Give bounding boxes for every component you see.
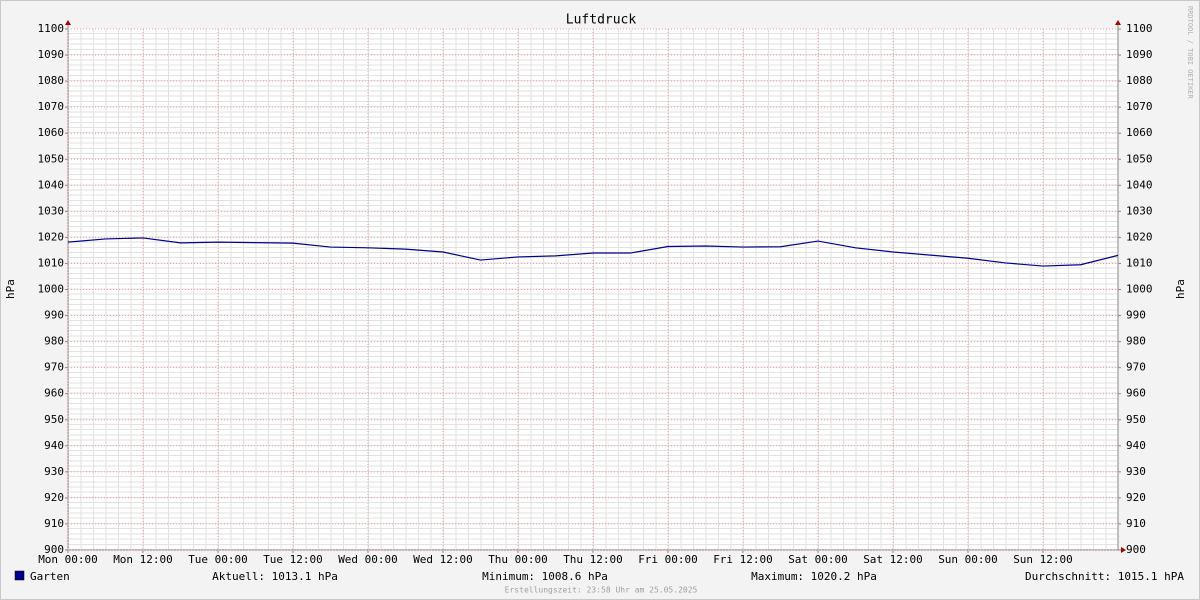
axis-arrow: [1121, 547, 1126, 553]
y-tick-label: 1080: [38, 74, 65, 87]
y2-tick-label: 1020: [1126, 230, 1153, 243]
x-tick-label: Mon 12:00: [113, 553, 173, 566]
x-tick-label: Tue 00:00: [188, 553, 248, 566]
legend-swatch: [14, 570, 25, 581]
y-tick-label: 1010: [38, 256, 65, 269]
stat: Aktuell: 1013.1 hPa: [212, 570, 338, 583]
y2-tick-label: 910: [1126, 517, 1146, 530]
x-tick-label: Tue 12:00: [263, 553, 323, 566]
y-tick-label: 1060: [38, 126, 65, 139]
y-tick-label: 1050: [38, 152, 65, 165]
x-tick-label: Sun 12:00: [1013, 553, 1073, 566]
y-tick-label: 1090: [38, 48, 65, 61]
y-tick-label: 950: [44, 413, 64, 426]
legend-label: Garten: [30, 570, 70, 583]
y-tick-label: 1040: [38, 178, 65, 191]
y-tick-label: 980: [44, 335, 64, 348]
footer: Erstellungszeit: 23:58 Uhr am 25.05.2025: [505, 586, 698, 595]
y2-tick-label: 990: [1126, 309, 1146, 322]
watermark: RRDTOOL / TOBI OETIKER: [1186, 6, 1194, 100]
x-tick-label: Mon 00:00: [38, 553, 98, 566]
stat: Minimum: 1008.6 hPa: [482, 570, 608, 583]
y-tick-label: 910: [44, 517, 64, 530]
y2-tick-label: 1070: [1126, 100, 1153, 113]
x-tick-label: Sat 12:00: [863, 553, 923, 566]
chart-title: Luftdruck: [566, 13, 637, 28]
y-tick-label: 1030: [38, 204, 65, 217]
y2-tick-label: 1060: [1126, 126, 1153, 139]
y-tick-label: 940: [44, 439, 64, 452]
y2-tick-label: 930: [1126, 465, 1146, 478]
y-tick-label: 920: [44, 491, 64, 504]
y-tick-label: 960: [44, 387, 64, 400]
y-tick-label: 1100: [38, 22, 65, 35]
x-tick-label: Fri 12:00: [713, 553, 773, 566]
x-tick-label: Sun 00:00: [938, 553, 998, 566]
axes: [65, 20, 1126, 553]
y2-tick-label: 1090: [1126, 48, 1153, 61]
axis-arrow: [65, 20, 71, 25]
y2-tick-label: 1000: [1126, 283, 1153, 296]
y2-tick-label: 920: [1126, 491, 1146, 504]
x-tick-label: Wed 00:00: [338, 553, 398, 566]
x-tick-label: Wed 12:00: [413, 553, 473, 566]
y-tick-label: 970: [44, 361, 64, 374]
y2-tick-label: 1080: [1126, 74, 1153, 87]
y-axis-label: hPa: [4, 279, 17, 299]
y2-tick-label: 1050: [1126, 152, 1153, 165]
y2-tick-label: 960: [1126, 387, 1146, 400]
y2-tick-label: 900: [1126, 543, 1146, 556]
y2-tick-label: 1040: [1126, 178, 1153, 191]
y-tick-label: 1000: [38, 283, 65, 296]
y-tick-label: 1020: [38, 230, 65, 243]
y2-tick-label: 1010: [1126, 256, 1153, 269]
y2-axis-label: hPa: [1174, 279, 1187, 299]
y-tick-label: 900: [44, 543, 64, 556]
axis-arrow: [1115, 20, 1121, 25]
y2-tick-label: 1100: [1126, 22, 1153, 35]
y-tick-label: 930: [44, 465, 64, 478]
data-line: [67, 237, 1119, 267]
y-tick-label: 990: [44, 309, 64, 322]
y-tick-label: 1070: [38, 100, 65, 113]
x-tick-label: Fri 00:00: [638, 553, 698, 566]
y2-tick-label: 980: [1126, 335, 1146, 348]
stat: Durchschnitt: 1015.1 hPA: [1025, 570, 1184, 583]
x-tick-label: Sat 00:00: [788, 553, 848, 566]
x-tick-label: Thu 12:00: [563, 553, 623, 566]
y2-tick-label: 1030: [1126, 204, 1153, 217]
x-tick-label: Thu 00:00: [488, 553, 548, 566]
stat: Maximum: 1020.2 hPa: [751, 570, 877, 583]
y2-tick-label: 940: [1126, 439, 1146, 452]
y2-tick-label: 970: [1126, 361, 1146, 374]
y2-tick-label: 950: [1126, 413, 1146, 426]
